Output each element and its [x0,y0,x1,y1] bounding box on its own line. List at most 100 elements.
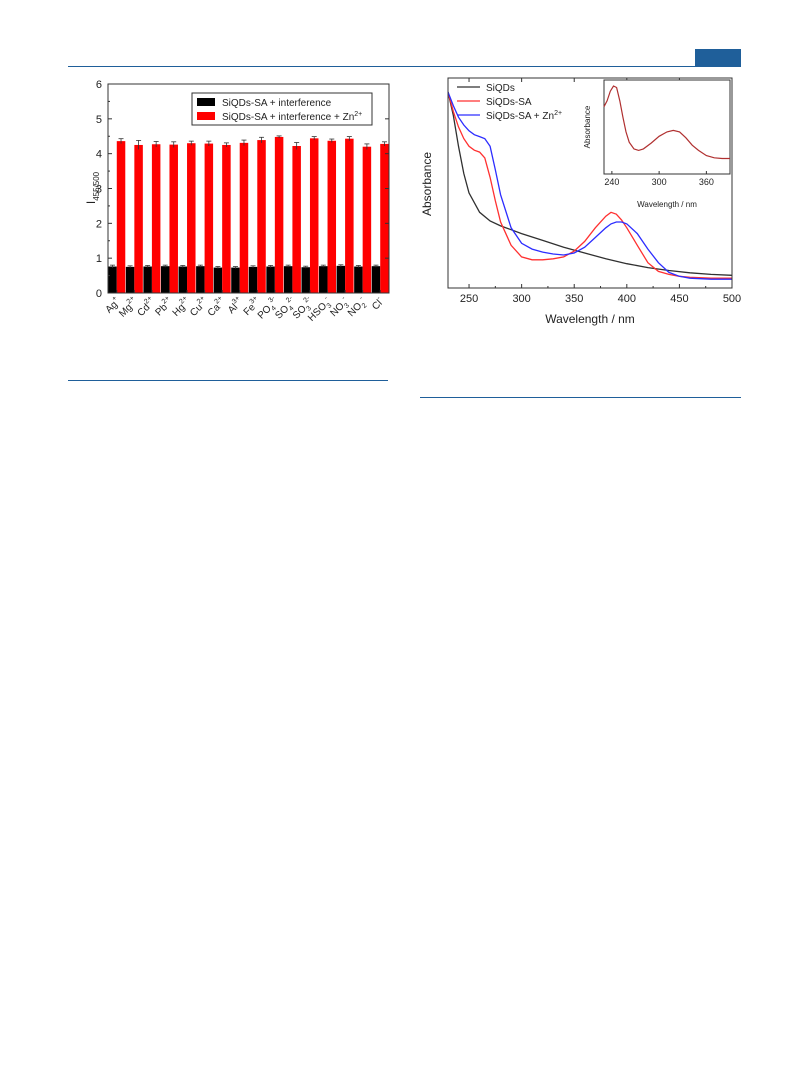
error-bar [373,264,379,268]
legend-label-siqds-sa-zn: SiQDs-SA + Zn2+ [486,110,562,122]
inset-frame [603,79,731,175]
header-rule [68,66,741,67]
error-bar [232,266,238,269]
curve-siqds-sa-zn [448,91,732,280]
bar-interference [283,266,293,293]
error-bar [118,138,124,144]
y-tick-label: 3 [96,184,102,196]
x-tick-label: 500 [723,293,741,305]
legend-label-interference: SiQDs-SA + interference [222,98,332,109]
bar-interference-zn [239,142,249,293]
bar-interference [231,267,240,293]
error-bar [329,138,335,143]
error-bar [162,264,168,268]
error-bar [285,264,291,268]
error-bar [268,265,274,268]
inset-x-tick-label: 300 [652,177,667,187]
bar-interference-zn [116,141,126,293]
bar-interference [125,266,135,293]
error-bar [311,136,317,141]
error-bar [197,264,203,268]
error-bar [188,140,194,146]
bar-interference-zn [169,144,178,293]
x-tick-label: 350 [565,293,583,305]
error-bar [180,265,186,268]
inset-y-axis-label: Absorbance [583,105,592,148]
bar-interference-zn [274,136,284,293]
bar-interference-zn [204,143,214,293]
left-caption-rule [68,380,388,381]
legend-swatch-red [197,112,215,120]
error-bar [381,141,387,147]
curve-siqds-sa [448,91,732,279]
inset-curve-line [603,85,730,160]
x-tick-label: 250 [460,293,478,305]
error-bar [136,140,142,150]
y-tick-label: 1 [96,253,102,265]
bar-interference-zn [134,144,143,293]
inset-x-tick-label: 240 [604,177,619,187]
error-bar [294,142,300,150]
line-curves [448,91,732,280]
x-tick-label: 400 [618,293,636,305]
y-tick-label: 2 [96,218,102,230]
bar-interference [143,266,152,293]
error-bar [259,136,265,143]
x-tick-label: 300 [512,293,530,305]
bar-interference [196,266,205,293]
bar-interference [354,266,363,293]
error-bar [364,143,370,150]
bar-interference-zn [222,144,231,293]
inset-x-axis-label: Wavelength / nm [637,200,697,209]
error-bar [346,136,352,141]
inset-ticks: 240 300 360 [604,171,714,187]
bar-interference [266,266,275,293]
error-bar [110,264,116,268]
error-bar [153,141,159,148]
bar-marks [108,135,389,293]
error-bar [355,265,361,268]
bar-interference [178,266,188,293]
bar-interference-zn [187,143,196,293]
error-bar [145,265,151,268]
bar-interference-zn [327,140,337,293]
right-caption-rule [420,397,741,398]
line-y-axis-label: Absorbance [420,152,434,216]
error-bar [338,264,344,267]
legend-label-siqds-sa: SiQDs-SA [486,97,532,108]
line-axes [447,77,733,289]
bar-interference-zn [257,140,266,293]
bar-interference [160,266,170,293]
bar-interference-zn [345,138,354,293]
y-tick-label: 4 [96,149,102,161]
inset-chart: 240 300 360 Wavelength / nm Absorbance [583,79,731,209]
y-tick-label: 5 [96,114,102,126]
bar-interference-zn [362,146,372,293]
error-bar [250,265,256,268]
line-ticks: 250 300 350 400 450 500 [460,78,741,305]
bar-interference [371,266,381,293]
error-bar [223,142,229,148]
bar-interference-zn [151,144,161,293]
y-tick-label: 0 [96,288,102,300]
inset-curve [603,85,730,160]
error-bar [171,141,177,148]
bar-interference-zn [292,146,301,293]
error-bar [303,265,309,269]
bar-y-axis-label: I455/500 [84,171,101,204]
legend-label-siqds: SiQDs [486,83,515,94]
error-bar [215,266,221,269]
error-bar [320,264,326,268]
legend-frame [191,92,373,126]
bar-interference [336,265,346,293]
line-x-axis-label: Wavelength / nm [545,312,635,326]
error-bar [276,135,282,138]
bar-interference [319,266,328,293]
y-tick-label: 6 [96,79,102,91]
x-tick-label: 450 [670,293,688,305]
bar-legend: SiQDs-SA + interference SiQDs-SA + inter… [191,92,373,126]
bar-interference-zn [380,143,389,293]
bar-interference [248,266,258,293]
